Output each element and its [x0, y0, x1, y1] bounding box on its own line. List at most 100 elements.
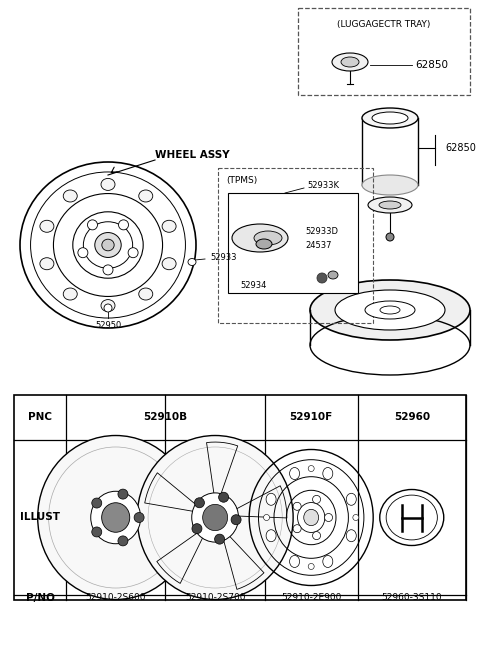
Bar: [298, 8, 470, 95]
Ellipse shape: [104, 304, 112, 312]
Text: 52910-2S700: 52910-2S700: [185, 593, 245, 602]
Ellipse shape: [362, 175, 418, 195]
Ellipse shape: [379, 201, 401, 209]
Ellipse shape: [192, 523, 202, 534]
Ellipse shape: [92, 498, 102, 508]
Ellipse shape: [139, 190, 153, 202]
Ellipse shape: [254, 231, 282, 245]
Ellipse shape: [324, 514, 333, 521]
Text: 52933K: 52933K: [307, 181, 339, 189]
Polygon shape: [48, 486, 102, 513]
Ellipse shape: [323, 468, 333, 479]
Ellipse shape: [194, 498, 204, 508]
Text: 52950: 52950: [95, 320, 121, 329]
Text: PNC: PNC: [28, 413, 52, 422]
Ellipse shape: [215, 534, 225, 544]
Ellipse shape: [310, 280, 470, 340]
Ellipse shape: [266, 530, 276, 542]
Text: (TPMS): (TPMS): [226, 176, 257, 185]
Ellipse shape: [323, 555, 333, 567]
Ellipse shape: [118, 536, 128, 546]
Bar: [14, 395, 466, 600]
Ellipse shape: [40, 220, 54, 233]
Ellipse shape: [231, 515, 241, 525]
Ellipse shape: [139, 288, 153, 300]
Text: 62850: 62850: [415, 60, 448, 70]
Ellipse shape: [102, 239, 114, 251]
Ellipse shape: [332, 53, 368, 71]
Ellipse shape: [63, 190, 77, 202]
Ellipse shape: [362, 108, 418, 128]
Ellipse shape: [380, 306, 400, 314]
Text: ILLUST: ILLUST: [20, 512, 60, 523]
Ellipse shape: [328, 271, 338, 279]
Ellipse shape: [119, 220, 129, 230]
Ellipse shape: [192, 493, 239, 542]
Ellipse shape: [341, 57, 359, 67]
Ellipse shape: [335, 290, 445, 330]
Ellipse shape: [87, 220, 97, 230]
Ellipse shape: [188, 259, 196, 265]
Ellipse shape: [128, 248, 138, 257]
Ellipse shape: [92, 527, 102, 537]
Ellipse shape: [317, 273, 327, 283]
Text: 52933: 52933: [210, 253, 237, 263]
Ellipse shape: [162, 220, 176, 233]
Ellipse shape: [304, 510, 319, 526]
Ellipse shape: [368, 197, 412, 213]
Ellipse shape: [289, 468, 300, 479]
Ellipse shape: [40, 257, 54, 270]
Ellipse shape: [346, 493, 356, 505]
Text: (LUGGAGECTR TRAY): (LUGGAGECTR TRAY): [337, 20, 431, 29]
Ellipse shape: [134, 512, 144, 523]
Ellipse shape: [101, 299, 115, 312]
Text: 62850: 62850: [445, 143, 476, 153]
Polygon shape: [221, 530, 264, 590]
Ellipse shape: [293, 502, 301, 510]
Ellipse shape: [346, 530, 356, 542]
Ellipse shape: [95, 233, 121, 257]
Bar: [228, 193, 358, 293]
Polygon shape: [124, 530, 163, 581]
Ellipse shape: [266, 493, 276, 505]
Ellipse shape: [91, 491, 141, 544]
Ellipse shape: [353, 514, 359, 521]
Ellipse shape: [63, 288, 77, 300]
Ellipse shape: [102, 503, 130, 533]
Ellipse shape: [308, 563, 314, 569]
Ellipse shape: [312, 532, 321, 540]
Ellipse shape: [256, 239, 272, 249]
Ellipse shape: [308, 466, 314, 472]
Polygon shape: [130, 486, 183, 513]
Ellipse shape: [365, 301, 415, 319]
Text: 52910-2E900: 52910-2E900: [281, 593, 341, 602]
Polygon shape: [68, 530, 107, 581]
Ellipse shape: [103, 265, 113, 275]
Text: 52910B: 52910B: [144, 413, 188, 422]
Ellipse shape: [289, 555, 300, 567]
Bar: [218, 168, 373, 323]
Ellipse shape: [293, 525, 301, 533]
Ellipse shape: [78, 248, 88, 257]
Text: 52933D: 52933D: [305, 227, 338, 236]
Ellipse shape: [162, 257, 176, 270]
Ellipse shape: [137, 436, 293, 599]
Text: 52910-2S600: 52910-2S600: [85, 593, 146, 602]
Text: P/NO: P/NO: [25, 593, 54, 603]
Ellipse shape: [386, 233, 394, 241]
Polygon shape: [206, 442, 238, 502]
Ellipse shape: [203, 504, 228, 531]
Polygon shape: [229, 486, 287, 518]
Text: 52960: 52960: [394, 413, 430, 422]
Ellipse shape: [380, 489, 444, 546]
Text: WHEEL ASSY: WHEEL ASSY: [155, 150, 229, 160]
Polygon shape: [157, 528, 206, 584]
Polygon shape: [145, 473, 202, 513]
Polygon shape: [106, 445, 125, 502]
Ellipse shape: [118, 489, 128, 499]
Ellipse shape: [101, 178, 115, 191]
Text: 52960-3S110: 52960-3S110: [382, 593, 442, 602]
Ellipse shape: [38, 436, 194, 599]
Ellipse shape: [372, 112, 408, 124]
Ellipse shape: [218, 492, 228, 502]
